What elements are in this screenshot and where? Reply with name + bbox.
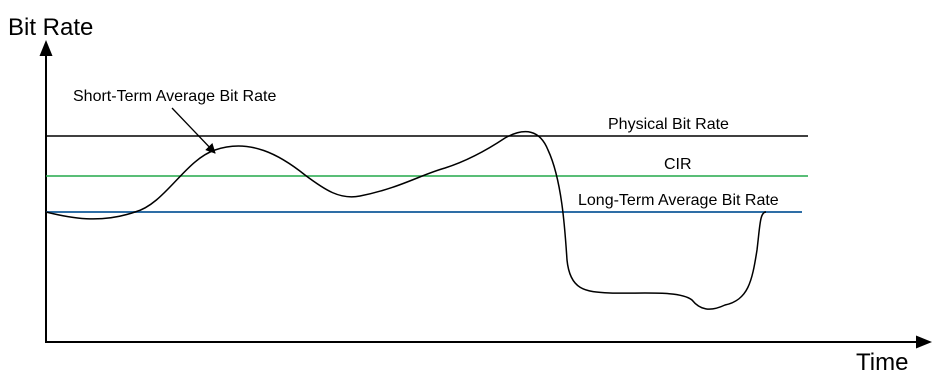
physical-bit-rate-label: Physical Bit Rate — [608, 116, 729, 133]
x-axis-label: Time — [856, 349, 908, 376]
short-term-average-label: Short-Term Average Bit Rate — [73, 88, 276, 105]
y-axis-arrowhead — [39, 40, 53, 56]
short-term-average-curve — [45, 130, 767, 310]
x-axis-arrowhead — [916, 335, 932, 349]
long-term-average-label: Long-Term Average Bit Rate — [578, 192, 779, 209]
short-term-average-pointer — [171, 107, 216, 154]
cir-label: CIR — [664, 156, 692, 173]
y-axis-label: Bit Rate — [8, 14, 93, 41]
